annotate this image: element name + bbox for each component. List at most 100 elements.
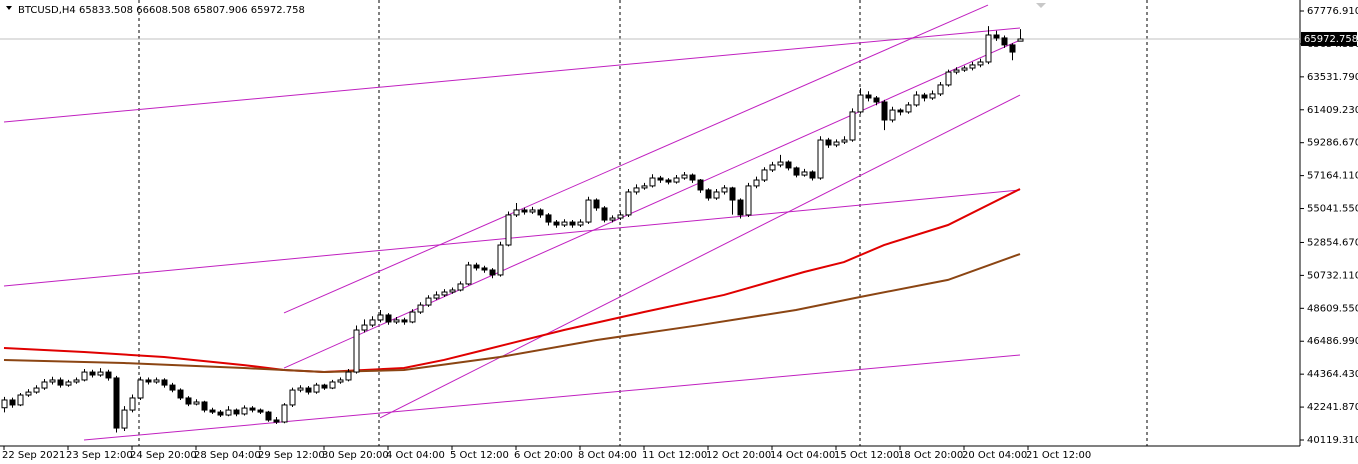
candle-body [633,187,640,193]
x-tick-label: 15 Oct 12:00 [834,450,899,461]
candle-body [585,199,592,223]
trendline [283,39,1021,369]
candle-body [369,319,376,326]
candle-body [897,109,904,113]
candle-body [185,397,192,405]
x-tick-label: 6 Oct 20:00 [514,450,573,461]
candle-body [697,179,704,191]
candle-body [817,139,824,179]
candle-body [545,214,552,223]
candle-body [209,409,216,413]
candle-body [441,291,448,296]
x-tick-label: 30 Sep 20:00 [322,450,389,461]
candle-body [745,185,752,216]
x-tick-label: 12 Oct 20:00 [706,450,771,461]
candle-body [89,371,96,376]
y-tick-label: 59286.670 [1307,138,1358,149]
candle-body [161,379,168,386]
candle-body [177,389,184,399]
candle-body [833,141,840,146]
y-tick-label: 42241.870 [1307,402,1358,413]
candle-body [857,94,864,113]
candle-body [569,221,576,226]
candle-body [249,407,256,411]
candle-body [1017,38,1024,42]
candle-body [665,179,672,183]
candle-body [641,185,648,189]
candle-body [321,384,328,389]
candle-body [465,264,472,285]
candle-body [785,161,792,169]
trendline [3,27,1021,123]
x-tick-label: 4 Oct 04:00 [386,450,445,461]
candle-body [49,379,56,383]
candle-body [153,379,160,383]
candle-body [145,379,152,383]
candle-body [1001,37,1008,46]
candle-body [233,409,240,415]
candle-body [945,71,952,86]
candle-body [41,381,48,389]
candle-body [97,371,104,376]
candle-body [1009,44,1016,53]
candle-body [593,199,600,209]
x-tick-label: 8 Oct 04:00 [578,450,637,461]
candle-body [225,409,232,416]
candle-body [17,394,24,406]
y-tick-label: 50732.110 [1307,270,1358,281]
candle-body [737,199,744,216]
x-tick-label: 21 Oct 12:00 [1026,450,1091,461]
candle-body [537,209,544,216]
candle-body [849,111,856,141]
candle-body [457,283,464,291]
candle-body [929,93,936,99]
candle-body [729,187,736,201]
y-tick-label: 52854.670 [1307,237,1358,248]
candle-body [353,329,360,373]
trendline [3,189,1021,287]
x-tick-label: 29 Sep 12:00 [258,450,325,461]
candle-body [553,221,560,226]
candle-body [673,177,680,183]
candle-body [281,404,288,423]
candle-body [241,407,248,415]
candle-body [105,371,112,379]
candle-body [689,174,696,181]
candle-body [137,379,144,399]
candle-body [337,379,344,383]
candle-body [1,399,8,409]
candle-body [433,294,440,299]
candle-body [825,139,832,146]
candle-body [329,381,336,389]
candle-body [753,179,760,187]
candle-body [169,384,176,391]
x-tick-label: 18 Oct 20:00 [898,450,963,461]
candle-body [881,101,888,121]
candle-body [25,391,32,396]
candle-body [953,69,960,73]
candle-body [617,214,624,219]
candle-body [409,311,416,323]
candle-body [289,389,296,406]
candle-body [969,64,976,69]
y-tick-label: 57164.110 [1307,171,1358,182]
y-tick-label: 48609.550 [1307,303,1358,314]
moving-average [3,253,1021,374]
candle-body [201,401,208,411]
candle-body [721,187,728,193]
plot: 67776.91065654.35063531.79061409.2305928… [0,4,1358,461]
candle-body [449,289,456,293]
shift-marker [1036,3,1046,8]
candle-body [961,67,968,71]
candle-body [217,411,224,416]
y-tick-label: 44364.430 [1307,369,1358,380]
candle-body [273,419,280,423]
candle-body [65,381,72,386]
candle-body [681,174,688,179]
x-tick-label: 22 Sep 2021 [2,450,65,461]
candle-body [609,217,616,221]
candle-body [417,304,424,313]
candle-body [793,167,800,176]
